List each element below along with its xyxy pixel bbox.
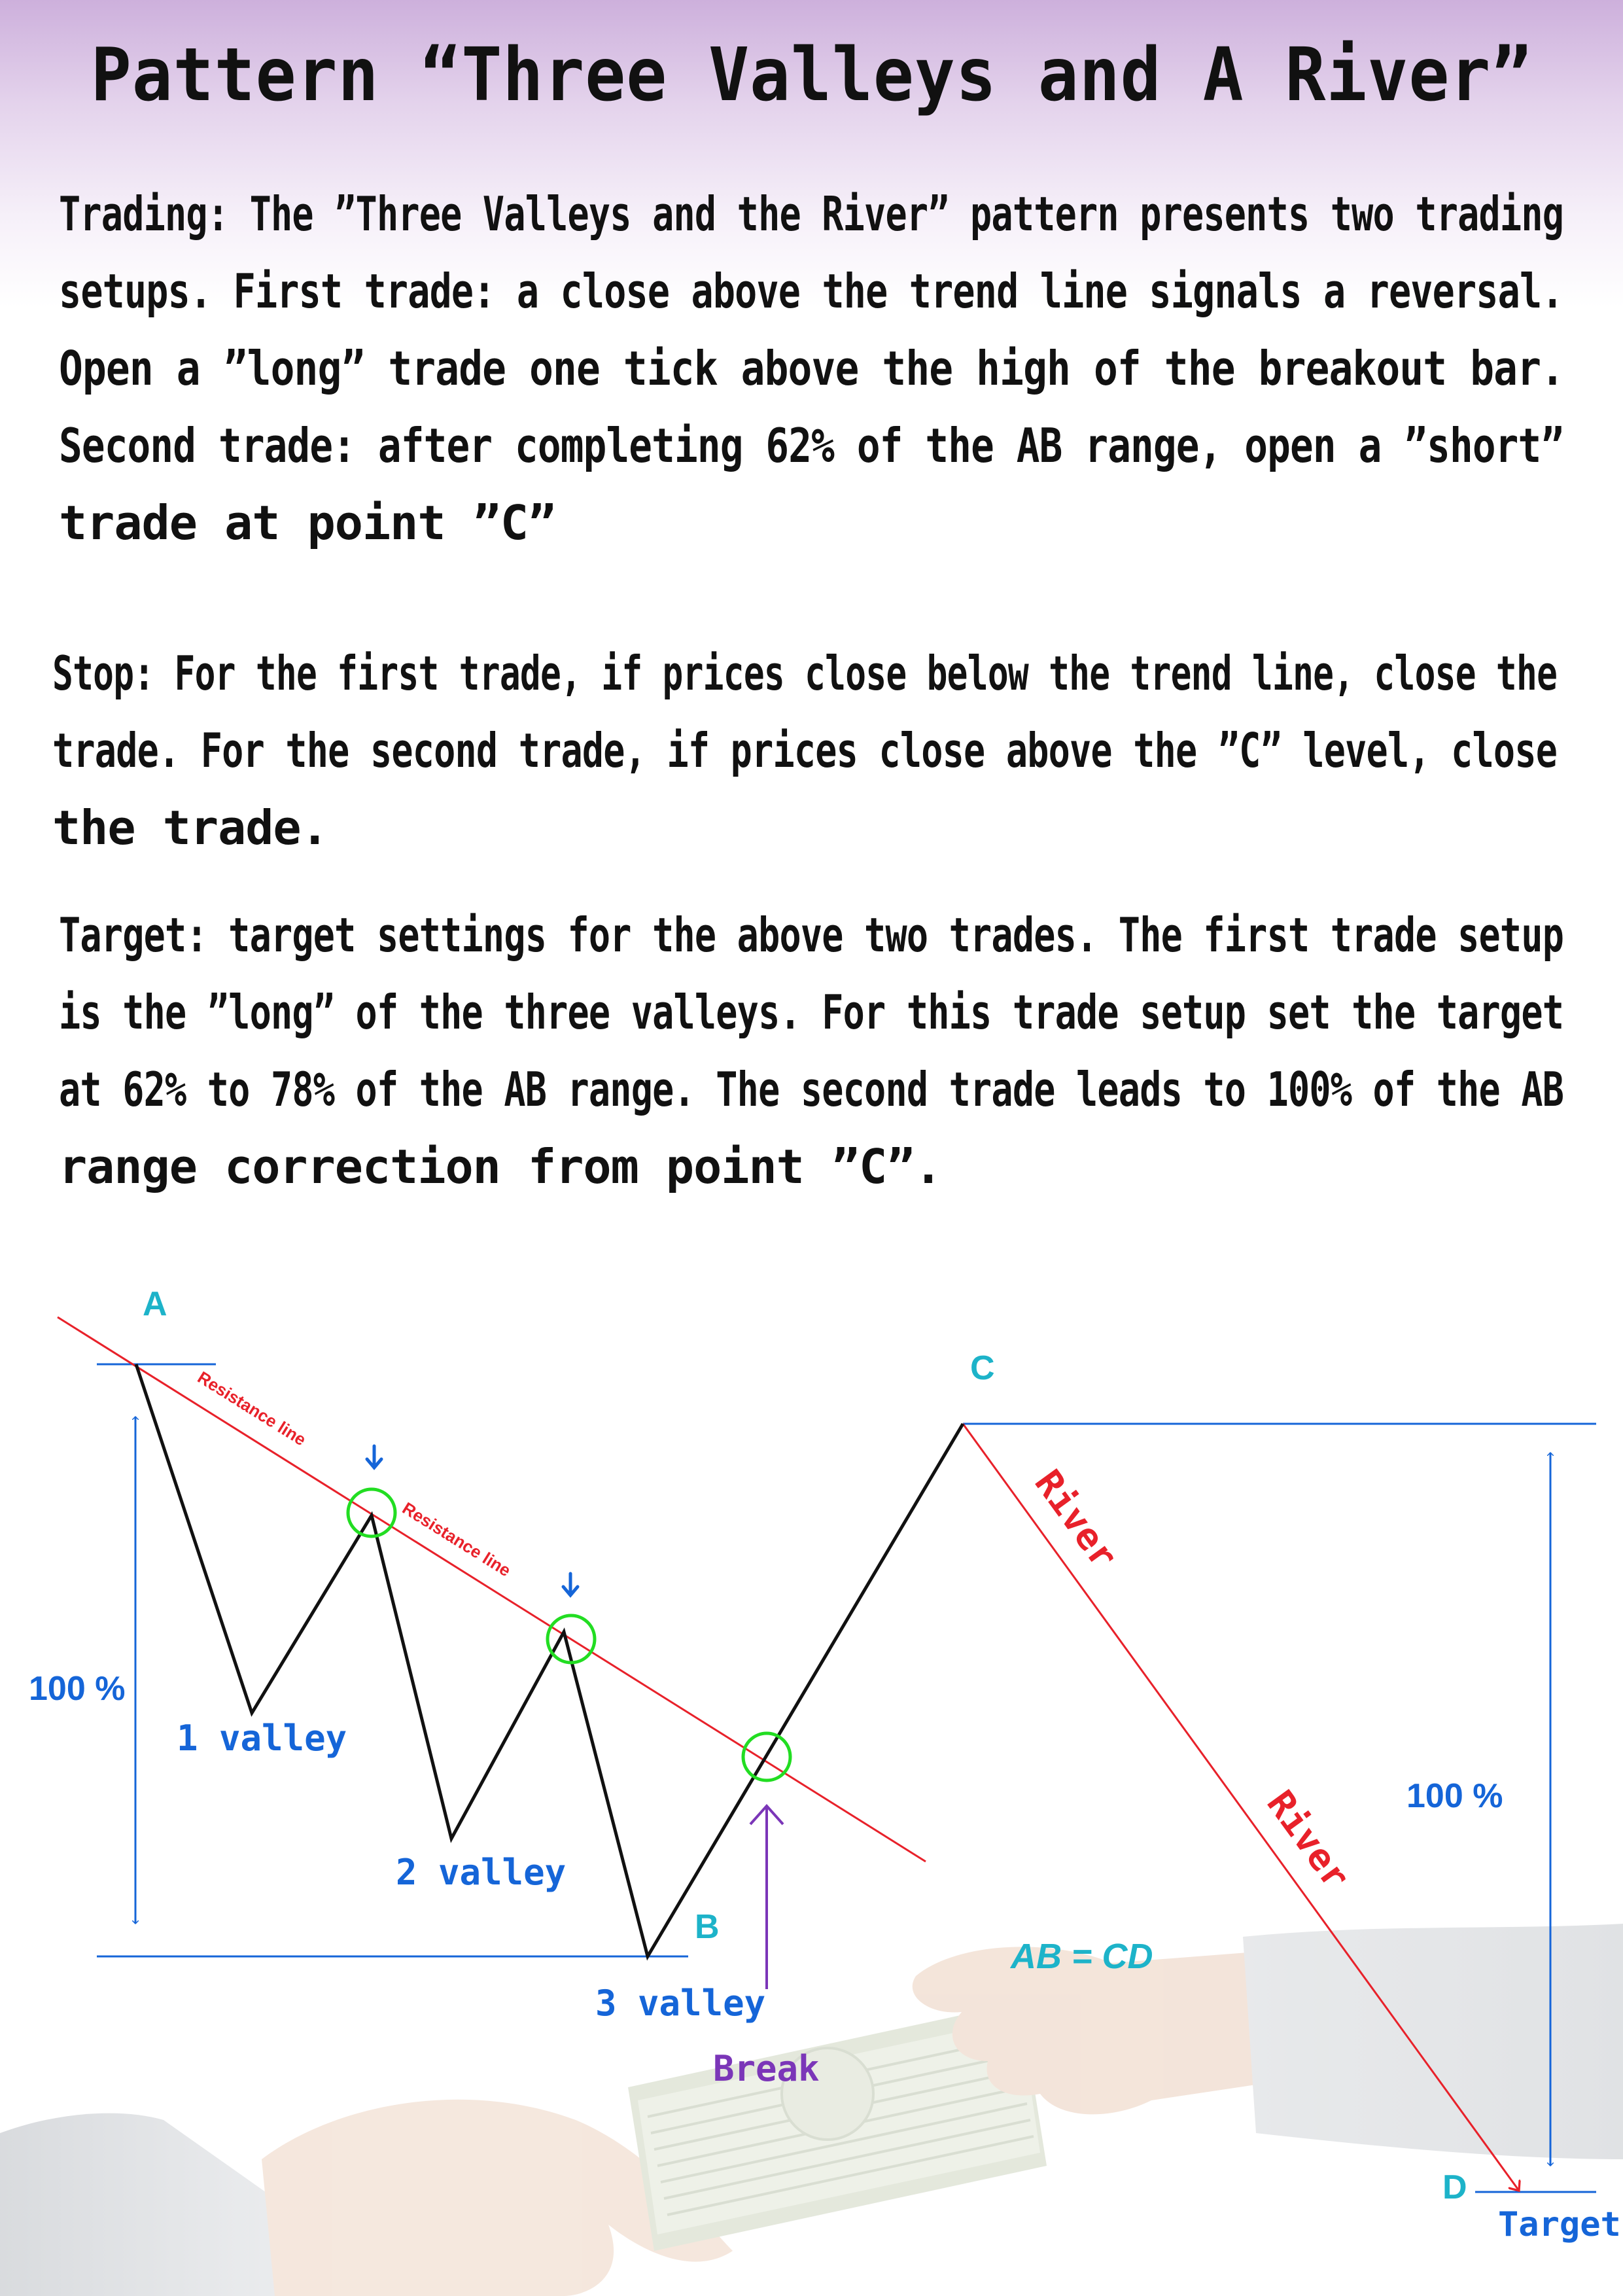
trading-line: setups. First trade: a close above the t… (59, 264, 1563, 319)
stop-line: trade. For the second trade, if prices c… (52, 723, 1558, 778)
target-line: at 62% to 78% of the AB range. The secon… (59, 1062, 1564, 1117)
right-hand (912, 1947, 1282, 2115)
point-label-d: D (1442, 2168, 1467, 2206)
down-arrow-icon (561, 1572, 580, 1598)
touch-circle-2 (546, 1614, 597, 1665)
trading-paragraph: Trading: The ”Three Valleys and the Rive… (59, 175, 1570, 561)
trading-line: Trading: The ”Three Valleys and the Rive… (59, 186, 1564, 241)
left-hand (262, 2099, 733, 2296)
trading-line: Second trade: after completing 62% of th… (59, 418, 1564, 473)
target-line: range correction from point ”C”. (59, 1139, 943, 1194)
point-label-a: A (143, 1285, 167, 1323)
money-stack (628, 2002, 1047, 2251)
touch-circle-1 (346, 1487, 397, 1538)
resistance-trend-line (57, 1316, 926, 1863)
valley-label-1: 1 valley (177, 1718, 347, 1759)
right-sleeve (1243, 1924, 1623, 2159)
handshake-money-illustration (0, 1924, 1623, 2296)
target-label: Target (1498, 2205, 1621, 2244)
trading-line: trade at point ”C” (59, 495, 556, 550)
stop-paragraph: Stop: For the first trade, if prices clo… (52, 635, 1563, 866)
break-label: Break (713, 2048, 820, 2089)
river-label-2: River (1259, 1783, 1358, 1898)
valley-label-3: 3 valley (595, 1983, 765, 2024)
river-line (962, 1423, 1519, 2191)
trading-line: Open a ”long” trade one tick above the h… (59, 341, 1565, 396)
river-label-1: River (1026, 1462, 1126, 1577)
ab-cd-label: AB = CD (1009, 1937, 1153, 1976)
breakout-circle (741, 1731, 792, 1782)
pattern-diagram: A B C D Resistance line Resistance line … (0, 1285, 1623, 2296)
percent-label-right: 100 % (1406, 1777, 1503, 1815)
target-line: is the ”long” of the three valleys. For … (59, 985, 1564, 1040)
price-path (134, 1364, 965, 1961)
target-paragraph: Target: target settings for the above tw… (59, 896, 1570, 1205)
valley-label-2: 2 valley (396, 1852, 566, 1893)
break-arrow-head (749, 1803, 784, 1826)
stop-line: Stop: For the first trade, if prices clo… (52, 646, 1558, 701)
target-line: Target: target settings for the above tw… (59, 908, 1564, 963)
resistance-label-1: Resistance line (194, 1368, 309, 1450)
stop-line: the trade. (52, 800, 329, 855)
down-arrow-icon (365, 1444, 383, 1470)
page-title: Pattern “Three Valleys and A River” (90, 33, 1533, 118)
point-label-b: B (695, 1908, 720, 1946)
percent-label-left: 100 % (29, 1670, 125, 1708)
point-label-c: C (970, 1349, 995, 1387)
left-sleeve (0, 2113, 275, 2296)
